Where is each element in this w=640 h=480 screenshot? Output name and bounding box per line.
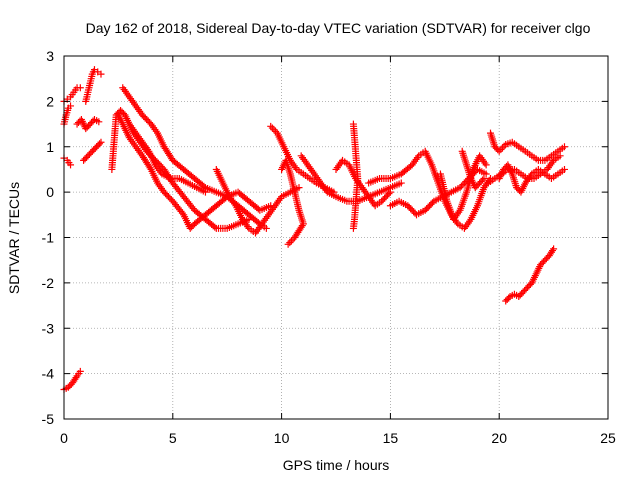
data-point-marker — [146, 164, 154, 172]
x-tick-label: 20 — [491, 430, 507, 446]
data-point-marker — [67, 102, 75, 110]
data-point-marker — [97, 70, 105, 78]
data-point-marker — [97, 138, 105, 146]
data-point-marker — [270, 126, 278, 134]
data-point-marker — [289, 235, 297, 243]
data-point-marker — [211, 223, 219, 231]
x-tick-label: 0 — [60, 430, 68, 446]
data-point-marker — [267, 122, 275, 130]
x-tick-label: 15 — [383, 430, 399, 446]
y-tick-label: -2 — [42, 275, 55, 291]
x-tick-label: 25 — [600, 430, 616, 446]
data-point-marker — [500, 142, 508, 150]
data-point-marker — [428, 199, 436, 207]
data-point-marker — [67, 161, 75, 169]
data-points — [60, 66, 568, 394]
data-point-marker — [482, 170, 490, 178]
data-point-marker — [291, 234, 299, 241]
y-tick-label: 3 — [46, 48, 54, 64]
y-tick-label: -1 — [42, 230, 55, 246]
y-tick-label: 2 — [46, 93, 54, 109]
data-point-marker — [76, 84, 84, 92]
data-point-marker — [480, 175, 488, 183]
data-point-marker — [95, 118, 103, 126]
data-point-marker — [550, 245, 558, 253]
data-point-marker — [560, 143, 568, 151]
x-tick-labels: 0 5 10 15 20 25 — [60, 430, 616, 446]
data-point-marker — [262, 224, 270, 232]
data-point-marker — [560, 165, 568, 173]
data-point-marker — [397, 179, 405, 187]
data-point-marker — [498, 144, 506, 152]
y-tick-labels: -5 -4 -3 -2 -1 0 1 2 3 — [42, 48, 55, 427]
data-point-marker — [549, 247, 557, 255]
data-point-marker — [556, 152, 564, 160]
data-point-marker — [268, 124, 276, 132]
data-point-marker — [482, 161, 490, 169]
data-point-marker — [284, 240, 292, 248]
data-point-marker — [497, 146, 505, 154]
data-point-marker — [495, 147, 503, 155]
data-point-marker — [96, 140, 104, 148]
grid-lines — [64, 56, 608, 419]
y-tick-label: -4 — [42, 366, 55, 382]
data-point-marker — [386, 188, 394, 196]
y-tick-label: 1 — [46, 139, 54, 155]
y-tick-label: 0 — [46, 184, 54, 200]
data-point-marker — [72, 374, 80, 382]
data-point-marker — [479, 176, 487, 184]
data-point-marker — [287, 237, 295, 245]
y-tick-label: -5 — [42, 411, 55, 427]
x-tick-label: 10 — [274, 430, 290, 446]
data-point-marker — [201, 188, 209, 196]
data-point-marker — [272, 127, 280, 135]
data-point-marker — [200, 182, 208, 190]
data-point-marker — [178, 209, 186, 217]
y-axis-title: SDTVAR / TECUs — [6, 182, 22, 294]
data-point-marker — [286, 239, 294, 247]
x-axis-title: GPS time / hours — [283, 457, 390, 473]
axis-ticks — [63, 55, 609, 420]
data-point-marker — [76, 367, 84, 375]
data-point-marker — [385, 190, 393, 198]
y-tick-label: -3 — [42, 320, 55, 336]
x-tick-label: 5 — [169, 430, 177, 446]
chart-title: Day 162 of 2018, Sidereal Day-to-day VTE… — [86, 20, 591, 36]
data-point-marker — [349, 224, 357, 232]
data-point-marker — [505, 294, 513, 302]
